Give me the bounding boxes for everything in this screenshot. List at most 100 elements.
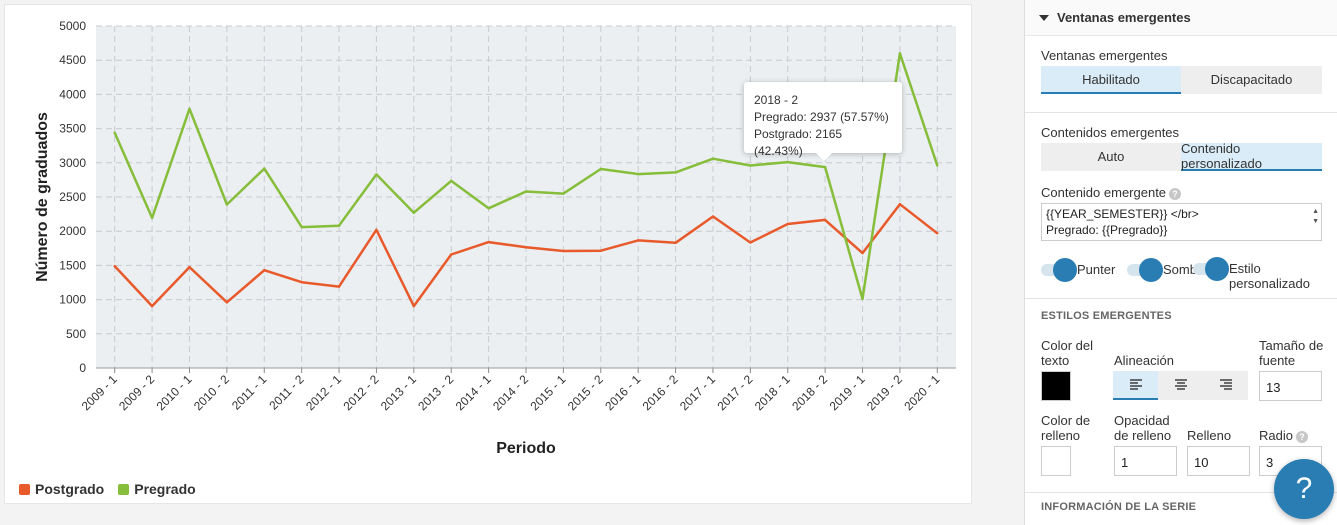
contents-auto-button[interactable]: Auto — [1041, 143, 1181, 171]
help-icon[interactable]: ? — [1169, 187, 1182, 200]
toggle-custom-style-label: Estilo personalizado — [1229, 261, 1310, 291]
align-left-button[interactable] — [1113, 371, 1158, 400]
x-tick-label: 2017 - 2 — [714, 372, 755, 413]
fill-color-swatch[interactable] — [1041, 446, 1071, 476]
y-tick-label: 5000 — [59, 19, 86, 33]
data-point-postgrado — [936, 232, 939, 235]
series-info-heading[interactable]: INFORMACIÓN DE LA SERIE — [1041, 501, 1197, 513]
data-point-postgrado — [188, 265, 191, 269]
y-tick-label: 4000 — [59, 87, 86, 101]
text-color-label: Color del texto — [1041, 338, 1094, 368]
data-point-postgrado — [524, 246, 528, 249]
x-tick-label: 2014 - 2 — [490, 372, 531, 413]
x-tick-label: 2013 - 2 — [415, 372, 456, 413]
data-point-postgrado — [599, 249, 602, 252]
y-tick-label: 500 — [66, 327, 86, 341]
content-label: Contenido emergente — [1041, 185, 1167, 200]
y-axis-title: Número de graduados — [34, 112, 51, 282]
popup-content-textarea[interactable]: {{YEAR_SEMESTER}} </br> Pregrado: {{Preg… — [1041, 203, 1322, 241]
styles-heading: ESTILOS EMERGENTES — [1041, 310, 1172, 322]
x-tick-label: 2009 - 2 — [116, 372, 157, 413]
data-point-pregrado — [487, 207, 490, 210]
help-button[interactable]: ? — [1274, 459, 1334, 519]
font-size-label: Tamaño de fuente — [1259, 338, 1324, 368]
x-tick-label: 2009 - 1 — [79, 372, 120, 413]
popups-label: Ventanas emergentes — [1041, 48, 1168, 63]
data-point-postgrado — [337, 285, 341, 288]
toggle-shadow[interactable]: Sombr — [1127, 257, 1202, 282]
tooltip-pregrado: Pregrado: 2937 (57.57%) — [754, 110, 889, 124]
toggle-pointer-switch[interactable] — [1041, 257, 1077, 282]
data-point-pregrado — [225, 203, 229, 206]
toggle-shadow-switch[interactable] — [1127, 257, 1163, 282]
contents-custom-button[interactable]: Contenido personalizado — [1181, 141, 1322, 171]
data-point-pregrado — [412, 211, 416, 214]
data-point-postgrado — [150, 304, 154, 308]
popups-enabled-button[interactable]: Habilitado — [1041, 66, 1181, 94]
data-point-pregrado — [562, 192, 565, 195]
data-point-pregrado — [188, 107, 191, 110]
data-point-pregrado — [375, 173, 378, 176]
padding-input[interactable]: 10 — [1187, 446, 1250, 476]
align-right-button[interactable] — [1203, 371, 1248, 400]
toggle-custom-style[interactable]: Estilo personalizado — [1193, 257, 1319, 291]
data-point-postgrado — [786, 222, 789, 226]
data-point-pregrado — [936, 164, 939, 167]
chart-card: 0 500 1000 1500 2000 2500 3000 3500 4000 4500 5000… — [4, 4, 972, 504]
chart-tooltip: 2018 - 2 Pregrado: 2937 (57.57%) Postgra… — [744, 82, 902, 161]
tooltip-postgrado: Postgrado: 2165 (42.43%) — [754, 127, 843, 158]
popups-toggle-group: Habilitado Discapacitado — [1041, 66, 1322, 94]
legend-item-postgrado[interactable]: Postgrado — [19, 481, 104, 497]
section-header-popups[interactable]: Ventanas emergentes — [1025, 0, 1337, 36]
x-tick-label: 2013 - 1 — [378, 372, 419, 413]
contents-toggle-group: Auto Contenido personalizado — [1041, 141, 1322, 171]
text-color-swatch[interactable] — [1041, 371, 1071, 401]
y-tick-label: 4500 — [59, 53, 86, 67]
data-point-postgrado — [562, 249, 565, 253]
fill-opacity-input[interactable]: 1 — [1114, 446, 1177, 476]
y-tick-label: 3000 — [59, 156, 86, 170]
toggle-custom-style-switch[interactable] — [1193, 257, 1229, 281]
legend-item-pregrado[interactable]: Pregrado — [118, 481, 196, 497]
toggle-shadow-label: Sombr — [1163, 262, 1202, 277]
data-point-pregrado — [823, 165, 827, 169]
y-tick-label: 2000 — [59, 224, 86, 238]
align-right-icon — [1219, 379, 1232, 390]
y-tick-label: 3500 — [59, 122, 86, 136]
x-tick-label: 2016 - 1 — [602, 372, 643, 413]
x-tick-label: 2020 - 1 — [901, 372, 942, 413]
align-center-button[interactable] — [1158, 371, 1203, 400]
data-point-postgrado — [412, 304, 416, 308]
data-point-pregrado — [749, 164, 752, 167]
fill-color-label: Color de relleno — [1041, 413, 1091, 443]
x-tick-label: 2019 - 2 — [864, 372, 905, 413]
legend-swatch-pregrado — [118, 483, 130, 495]
content-label-row: Contenido emergente? — [1041, 185, 1182, 200]
x-tick-label: 2015 - 2 — [565, 372, 606, 413]
data-point-postgrado — [749, 241, 752, 244]
legend-label-postgrado: Postgrado — [35, 481, 105, 497]
toggle-pointer[interactable]: Punter — [1041, 257, 1115, 282]
x-tick-label: 2011 - 1 — [229, 372, 270, 413]
toggle-knob — [1053, 257, 1077, 282]
x-tick-label: 2015 - 1 — [527, 372, 568, 413]
y-tick-label: 0 — [79, 361, 86, 375]
textarea-scrollbar[interactable]: ▲ ▼ — [1307, 205, 1321, 239]
help-icon[interactable]: ? — [1295, 430, 1308, 443]
data-point-postgrado — [300, 280, 303, 284]
settings-panel: Ventanas emergentes Ventanas emergentes … — [1024, 0, 1337, 525]
radius-label-row: Radio? — [1259, 428, 1308, 443]
data-point-pregrado — [711, 157, 715, 160]
data-point-pregrado — [674, 171, 677, 174]
y-tick-label: 2500 — [59, 190, 86, 204]
line-chart: 0 500 1000 1500 2000 2500 3000 3500 4000 4500 5000… — [34, 19, 956, 457]
data-point-postgrado — [113, 264, 116, 268]
data-point-postgrado — [263, 268, 266, 272]
divider — [1025, 492, 1337, 493]
data-point-pregrado — [599, 167, 602, 171]
divider — [1025, 298, 1337, 299]
x-axis-title: Periodo — [496, 440, 556, 457]
section-title: Ventanas emergentes — [1057, 10, 1191, 25]
popups-disabled-button[interactable]: Discapacitado — [1181, 66, 1322, 94]
font-size-input[interactable]: 13 — [1259, 371, 1322, 401]
